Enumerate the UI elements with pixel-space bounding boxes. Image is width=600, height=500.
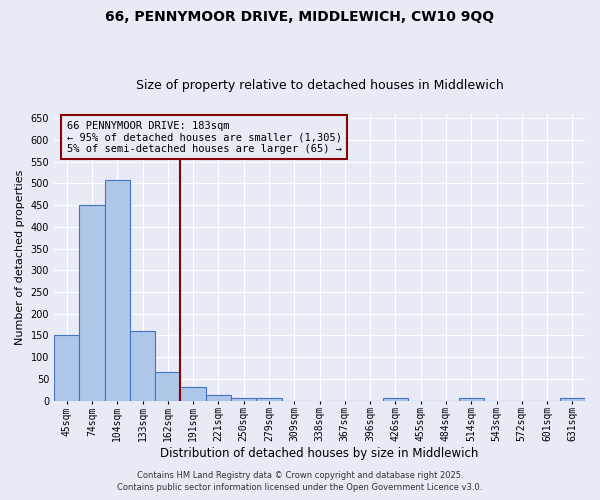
Bar xyxy=(231,398,256,400)
Bar xyxy=(104,180,130,400)
Text: Contains HM Land Registry data © Crown copyright and database right 2025.
Contai: Contains HM Land Registry data © Crown c… xyxy=(118,471,482,492)
X-axis label: Distribution of detached houses by size in Middlewich: Distribution of detached houses by size … xyxy=(160,447,479,460)
Text: 66 PENNYMOOR DRIVE: 183sqm
← 95% of detached houses are smaller (1,305)
5% of se: 66 PENNYMOOR DRIVE: 183sqm ← 95% of deta… xyxy=(67,120,341,154)
Bar xyxy=(458,398,484,400)
Bar xyxy=(383,398,408,400)
Bar xyxy=(79,205,104,400)
Bar xyxy=(155,372,181,400)
Bar xyxy=(256,398,281,400)
Y-axis label: Number of detached properties: Number of detached properties xyxy=(15,170,25,345)
Bar xyxy=(130,331,155,400)
Bar xyxy=(560,398,585,400)
Bar xyxy=(181,386,206,400)
Bar xyxy=(54,336,79,400)
Text: 66, PENNYMOOR DRIVE, MIDDLEWICH, CW10 9QQ: 66, PENNYMOOR DRIVE, MIDDLEWICH, CW10 9Q… xyxy=(106,10,494,24)
Bar xyxy=(206,395,231,400)
Title: Size of property relative to detached houses in Middlewich: Size of property relative to detached ho… xyxy=(136,79,503,92)
